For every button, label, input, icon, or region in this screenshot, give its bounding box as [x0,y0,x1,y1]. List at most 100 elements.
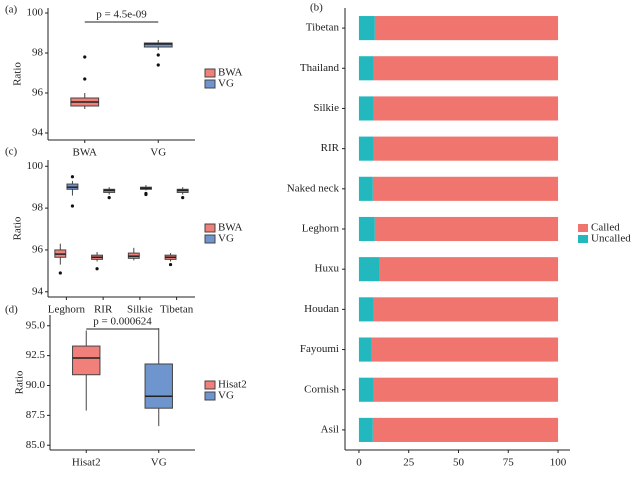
outlier [107,196,111,200]
y-tick-label: 96 [32,243,44,255]
bar-segment [358,136,374,161]
y-tick-label: 96 [32,87,44,99]
bar-segment [358,56,374,81]
x-tick-label: 100 [550,457,567,469]
legend-swatch [204,79,216,89]
y-tick-label: 98 [32,202,44,214]
outlier [70,204,75,208]
panel-label: (d) [5,304,18,316]
bar-segment [358,417,373,442]
y-tick-label: Tibetan [306,22,340,34]
y-tick-label: 92.5 [26,349,46,361]
panel-label: (b) [310,2,323,14]
legend-swatch [204,68,216,78]
bar-segment [372,417,559,442]
y-tick-label: Cornish [304,383,339,395]
bar-segment [379,257,559,282]
x-tick-label: 75 [503,457,515,469]
bar-segment [374,216,559,242]
y-tick-label: 85.0 [26,439,46,451]
y-tick-label: Fayoumi [300,343,339,355]
x-tick-label: Silkie [127,304,153,316]
outlier [83,77,87,81]
y-tick-label: 87.5 [26,409,46,421]
y-tick-label: 98 [32,47,44,59]
box [72,345,101,376]
y-tick-label: Thailand [300,62,340,74]
legend-swatch [204,223,216,233]
y-axis-label: Ratio [12,62,24,86]
x-tick-label: Hisat2 [72,457,101,469]
y-tick-label: 95.0 [26,319,46,331]
x-tick-label: 0 [356,457,362,469]
y-tick-label: Houdan [304,303,339,315]
x-tick-label: RIR [94,304,113,316]
outlier [70,175,75,179]
legend-label: Hisat2 [218,379,247,391]
legend-swatch [204,234,216,244]
y-tick-label: Naked neck [287,182,340,194]
bar-segment [372,176,559,201]
y-tick-label: Leghorn [302,223,340,235]
y-tick-label: Asil [321,423,339,435]
x-tick-label: VG [150,147,166,159]
outlier [181,196,185,200]
annotation: p = 4.5e-09 [96,9,147,21]
legend-label: VG [218,390,234,402]
x-tick-label: VG [151,457,167,469]
bar-segment [358,377,374,402]
outlier [95,267,99,271]
y-tick-label: 100 [27,7,44,19]
box [144,363,173,409]
bar-segment [358,176,373,201]
legend-label: Called [591,222,620,234]
bar-segment [358,257,380,282]
bar-segment [373,377,559,402]
bar-segment [358,297,374,322]
panel-label: (c) [5,146,18,158]
x-tick-label: Leghorn [48,304,86,316]
legend-swatch [578,235,588,243]
bar-segment [373,136,559,161]
legend-swatch [204,380,216,390]
x-tick-label: 25 [403,457,415,469]
legend-label: VG [218,78,234,90]
bar-segment [373,56,559,81]
outlier [144,192,148,197]
bar-segment [358,96,374,121]
y-tick-label: Huxu [315,263,340,275]
bar-segment [374,16,559,41]
outlier [156,63,160,67]
bar-segment [373,96,559,121]
x-tick-label: 50 [453,457,465,469]
y-tick-label: 100 [27,160,44,172]
legend-label: BWA [218,67,243,79]
y-axis-label: Ratio [12,216,24,240]
bar-segment [358,216,375,242]
y-tick-label: RIR [321,142,340,154]
outlier [156,53,160,57]
panel-label: (a) [5,4,18,16]
legend-label: BWA [218,222,243,234]
annotation: p = 0.000624 [93,316,152,328]
legend-label: Uncalled [591,233,631,245]
y-tick-label: 90.0 [26,379,46,391]
y-tick-label: Silkie [313,102,339,114]
outlier [168,262,173,267]
y-tick-label: 94 [32,127,44,139]
outlier [58,271,62,275]
box [143,42,173,48]
x-tick-label: BWA [73,147,98,159]
outlier [83,55,87,59]
legend-swatch [578,224,588,232]
y-tick-label: 94 [32,285,44,297]
bar-segment [371,337,559,362]
bar-segment [373,297,559,322]
legend-swatch [204,391,216,401]
bar-segment [358,16,375,41]
bar-segment [358,337,372,362]
x-tick-label: Tibetan [160,304,194,316]
y-axis-label: Ratio [14,370,26,394]
legend-label: VG [218,233,234,245]
